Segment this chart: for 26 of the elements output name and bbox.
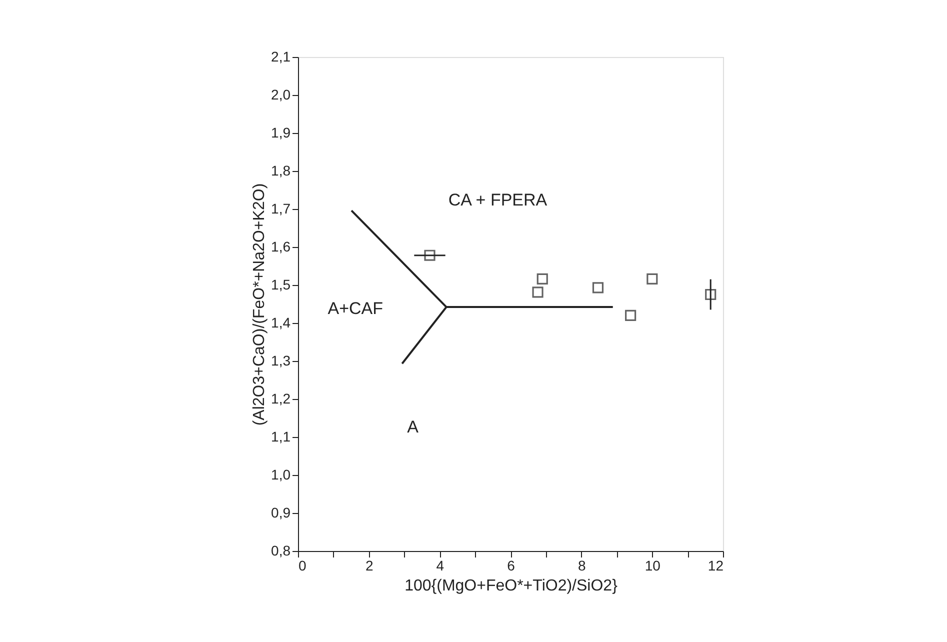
y-tick-label: 0,9 bbox=[271, 504, 291, 520]
y-tick-label: 1,4 bbox=[271, 314, 291, 330]
x-tick-label: 8 bbox=[578, 558, 586, 574]
y-tick-label: 1,1 bbox=[271, 428, 291, 444]
y-tick-label: 1,9 bbox=[271, 124, 291, 140]
y-tick-label: 1,8 bbox=[271, 162, 291, 178]
y-axis-title: (Al2O3+CaO)/(FeO*+Na2O+K2O) bbox=[251, 183, 268, 426]
x-tick-label: 10 bbox=[644, 558, 661, 574]
y-tick-label: 2,1 bbox=[271, 48, 291, 64]
x-tick-label: 0 bbox=[298, 558, 306, 574]
y-tick-label: 1,7 bbox=[271, 200, 291, 216]
x-tick-label: 2 bbox=[365, 558, 374, 574]
y-tick-label: 1,2 bbox=[271, 390, 291, 406]
x-tick-label: 12 bbox=[708, 558, 724, 574]
annotation: A+CAF bbox=[328, 298, 384, 318]
x-axis-title: 100{(MgO+FeO*+TiO2)/SiO2} bbox=[404, 578, 618, 594]
y-tick-label: 0,8 bbox=[271, 542, 291, 558]
annotation: CA + FPERA bbox=[448, 190, 548, 210]
y-tick-label: 1,6 bbox=[271, 238, 291, 254]
y-tick-label: 1,3 bbox=[271, 352, 291, 368]
x-tick-label: 4 bbox=[436, 558, 444, 574]
y-tick-label: 1,0 bbox=[271, 466, 291, 482]
y-tick-label: 2,0 bbox=[271, 86, 291, 102]
annotation: A bbox=[407, 418, 420, 436]
y-tick-label: 1,5 bbox=[271, 276, 291, 292]
x-tick-label: 6 bbox=[507, 558, 516, 574]
